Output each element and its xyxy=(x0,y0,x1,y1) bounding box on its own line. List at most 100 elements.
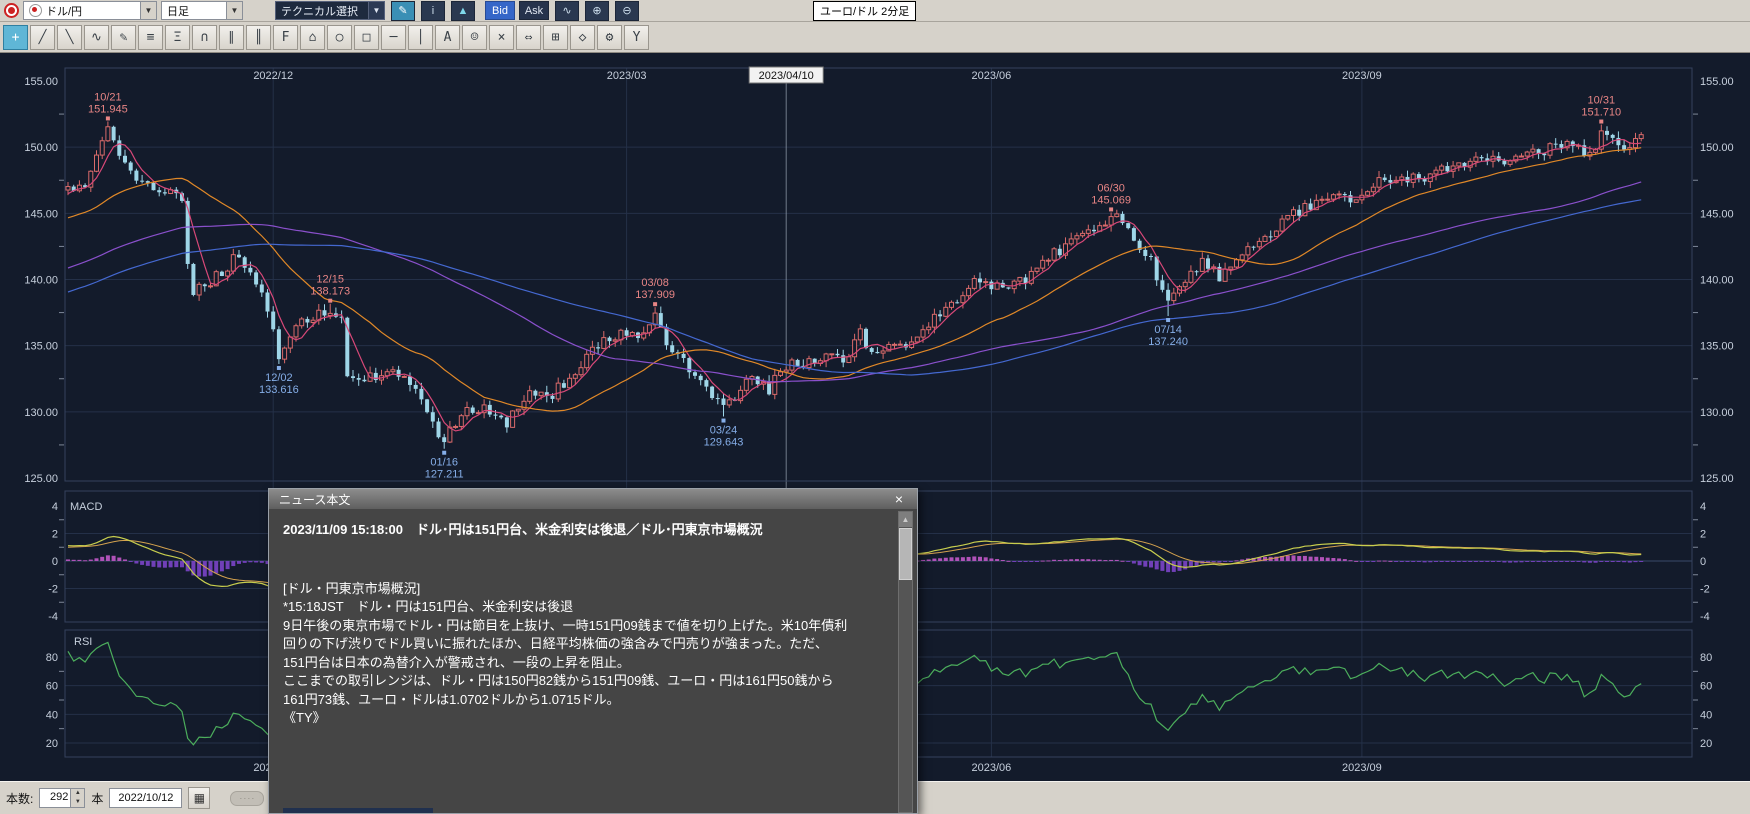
svg-text:40: 40 xyxy=(46,709,58,721)
svg-text:0: 0 xyxy=(1700,556,1706,568)
svg-text:-4: -4 xyxy=(48,611,58,623)
text-tool[interactable]: A xyxy=(435,25,460,50)
technical-select-label: テクニカル選択 xyxy=(276,3,363,19)
polyline-tool[interactable]: ∿ xyxy=(84,25,109,50)
eraser-tool[interactable]: ◇ xyxy=(570,25,595,50)
news-body: 2023/11/09 15:18:00 ドル･円は151円台、米金利安は後退／ド… xyxy=(269,509,917,813)
vertical-lines-tool[interactable]: ║ xyxy=(246,25,271,50)
news-scrollbar[interactable]: ▲ xyxy=(898,511,913,813)
vertical-line-tool[interactable]: │ xyxy=(408,25,433,50)
zoom-out-button[interactable]: ⊖ xyxy=(615,1,639,21)
svg-text:127.211: 127.211 xyxy=(425,469,464,481)
start-date-field[interactable]: 2022/10/12 xyxy=(109,788,182,808)
news-paragraph: [ドル・円東京市場概況] xyxy=(283,580,848,598)
svg-text:129.643: 129.643 xyxy=(704,437,744,449)
info-icon: i xyxy=(432,5,434,17)
svg-text:2023/06: 2023/06 xyxy=(972,70,1012,82)
price-lines-tool[interactable]: Ξ xyxy=(165,25,190,50)
svg-text:135.00: 135.00 xyxy=(1700,341,1734,353)
svg-text:151.710: 151.710 xyxy=(1581,107,1621,119)
svg-text:150.00: 150.00 xyxy=(24,142,58,154)
timeframe-value: 日足 xyxy=(162,3,194,19)
chevron-down-icon[interactable]: ▼ xyxy=(140,2,156,19)
ask-toggle-button[interactable]: Ask xyxy=(519,1,549,20)
technical-select[interactable]: テクニカル選択 ▼ xyxy=(275,1,385,20)
ellipse-tool[interactable]: ○ xyxy=(327,25,352,50)
svg-text:07/14: 07/14 xyxy=(1154,324,1182,336)
icon-stamp-tool[interactable]: ☺ xyxy=(462,25,487,50)
svg-text:155.00: 155.00 xyxy=(24,76,58,88)
settings-tool[interactable]: ⚙ xyxy=(597,25,622,50)
trendline-tool[interactable]: ╱ xyxy=(30,25,55,50)
zoom-in-icon: ⊕ xyxy=(592,4,601,17)
svg-text:12/15: 12/15 xyxy=(316,274,344,286)
curve-tool[interactable]: ∩ xyxy=(192,25,217,50)
extended-line-tool[interactable]: ╲ xyxy=(57,25,82,50)
scroll-up-icon[interactable]: ▲ xyxy=(899,512,912,527)
svg-text:140.00: 140.00 xyxy=(24,274,58,286)
branch-tool[interactable]: Y xyxy=(624,25,649,50)
news-paragraph: 9日午後の東京市場でドル・円は節目を上抜け、一時151円09銭まで値を切り上げた… xyxy=(283,617,848,672)
calendar-button[interactable]: ▦ xyxy=(188,787,210,809)
parallel-lines-tool[interactable]: ∥ xyxy=(219,25,244,50)
ma-5-line xyxy=(68,140,1641,431)
currency-pair-value: ドル/円 xyxy=(46,3,82,19)
svg-text:2023/06: 2023/06 xyxy=(972,762,1012,774)
close-icon[interactable]: × xyxy=(891,491,907,507)
stepper-down-icon[interactable]: ▼ xyxy=(71,798,84,807)
bid-toggle-button[interactable]: Bid xyxy=(485,1,515,20)
svg-text:06/30: 06/30 xyxy=(1097,182,1125,194)
move-tool[interactable]: ⇔ xyxy=(516,25,541,50)
svg-text:60: 60 xyxy=(1700,681,1712,693)
selected-date-label[interactable]: 2023/04/10 xyxy=(749,67,823,83)
line-chart-button[interactable]: ∿ xyxy=(555,1,579,21)
fibonacci-tool[interactable]: F xyxy=(273,25,298,50)
zoom-area-tool[interactable]: ⊞ xyxy=(543,25,568,50)
delete-drawing-tool[interactable]: × xyxy=(489,25,514,50)
chart-style-button[interactable]: ▲ xyxy=(451,1,475,21)
news-window-titlebar[interactable]: ニュース本文 × xyxy=(269,489,917,509)
svg-text:137.909: 137.909 xyxy=(635,289,675,301)
horizontal-lines-tool[interactable]: ≡ xyxy=(138,25,163,50)
stepper-up-icon[interactable]: ▲ xyxy=(71,789,84,798)
news-headline: 2023/11/09 15:18:00 ドル･円は151円台、米金利安は後退／ド… xyxy=(283,519,858,538)
zoom-in-button[interactable]: ⊕ xyxy=(585,1,609,21)
horizontal-line-tool[interactable]: ─ xyxy=(381,25,406,50)
bar-count-stepper[interactable]: 292 ▲ ▼ xyxy=(39,788,85,808)
freehand-tool[interactable]: ✎ xyxy=(111,25,136,50)
svg-text:01/16: 01/16 xyxy=(430,457,458,469)
svg-text:80: 80 xyxy=(1700,652,1712,664)
svg-text:2: 2 xyxy=(52,529,58,541)
svg-text:4: 4 xyxy=(1700,501,1706,513)
crosshair-tool[interactable]: + xyxy=(3,25,28,50)
currency-pair-select[interactable]: ドル/円 ▼ xyxy=(23,1,157,20)
macd-label: MACD xyxy=(70,501,102,513)
svg-text:133.616: 133.616 xyxy=(259,384,299,396)
svg-text:137.240: 137.240 xyxy=(1148,336,1188,348)
svg-text:125.00: 125.00 xyxy=(24,473,58,485)
pentagon-tool[interactable]: ⌂ xyxy=(300,25,325,50)
svg-text:-2: -2 xyxy=(48,584,58,596)
history-slider-disabled: ···· xyxy=(230,791,264,806)
news-window-title: ニュース本文 xyxy=(279,491,350,508)
scrollbar-thumb[interactable] xyxy=(899,528,912,580)
news-paragraph: *15:18JST ドル・円は151円台、米金利安は後退 xyxy=(283,598,848,616)
timeframe-select[interactable]: 日足 ▼ xyxy=(161,1,243,20)
svg-text:-4: -4 xyxy=(1700,611,1710,623)
bar-count-value: 292 xyxy=(40,789,70,807)
chevron-down-icon[interactable]: ▼ xyxy=(368,2,384,19)
draw-mode-button[interactable]: ✎ xyxy=(391,1,415,21)
drag-label-eurusd-2min[interactable]: ユーロ/ドル 2分足 xyxy=(813,1,916,21)
rectangle-tool[interactable]: □ xyxy=(354,25,379,50)
svg-text:150.00: 150.00 xyxy=(1700,142,1734,154)
pencil-icon: ✎ xyxy=(398,4,407,17)
svg-text:2023/09: 2023/09 xyxy=(1342,70,1382,82)
chevron-down-icon[interactable]: ▼ xyxy=(226,2,242,19)
area-chart-icon: ▲ xyxy=(458,5,469,17)
moving-average-lines xyxy=(68,140,1641,431)
info-button[interactable]: i xyxy=(421,1,445,21)
truncated-next-line xyxy=(283,808,433,813)
price-annotations: 10/21151.94512/02133.61612/15138.17301/1… xyxy=(88,91,1621,480)
svg-text:145.00: 145.00 xyxy=(24,208,58,220)
svg-text:2: 2 xyxy=(1700,529,1706,541)
